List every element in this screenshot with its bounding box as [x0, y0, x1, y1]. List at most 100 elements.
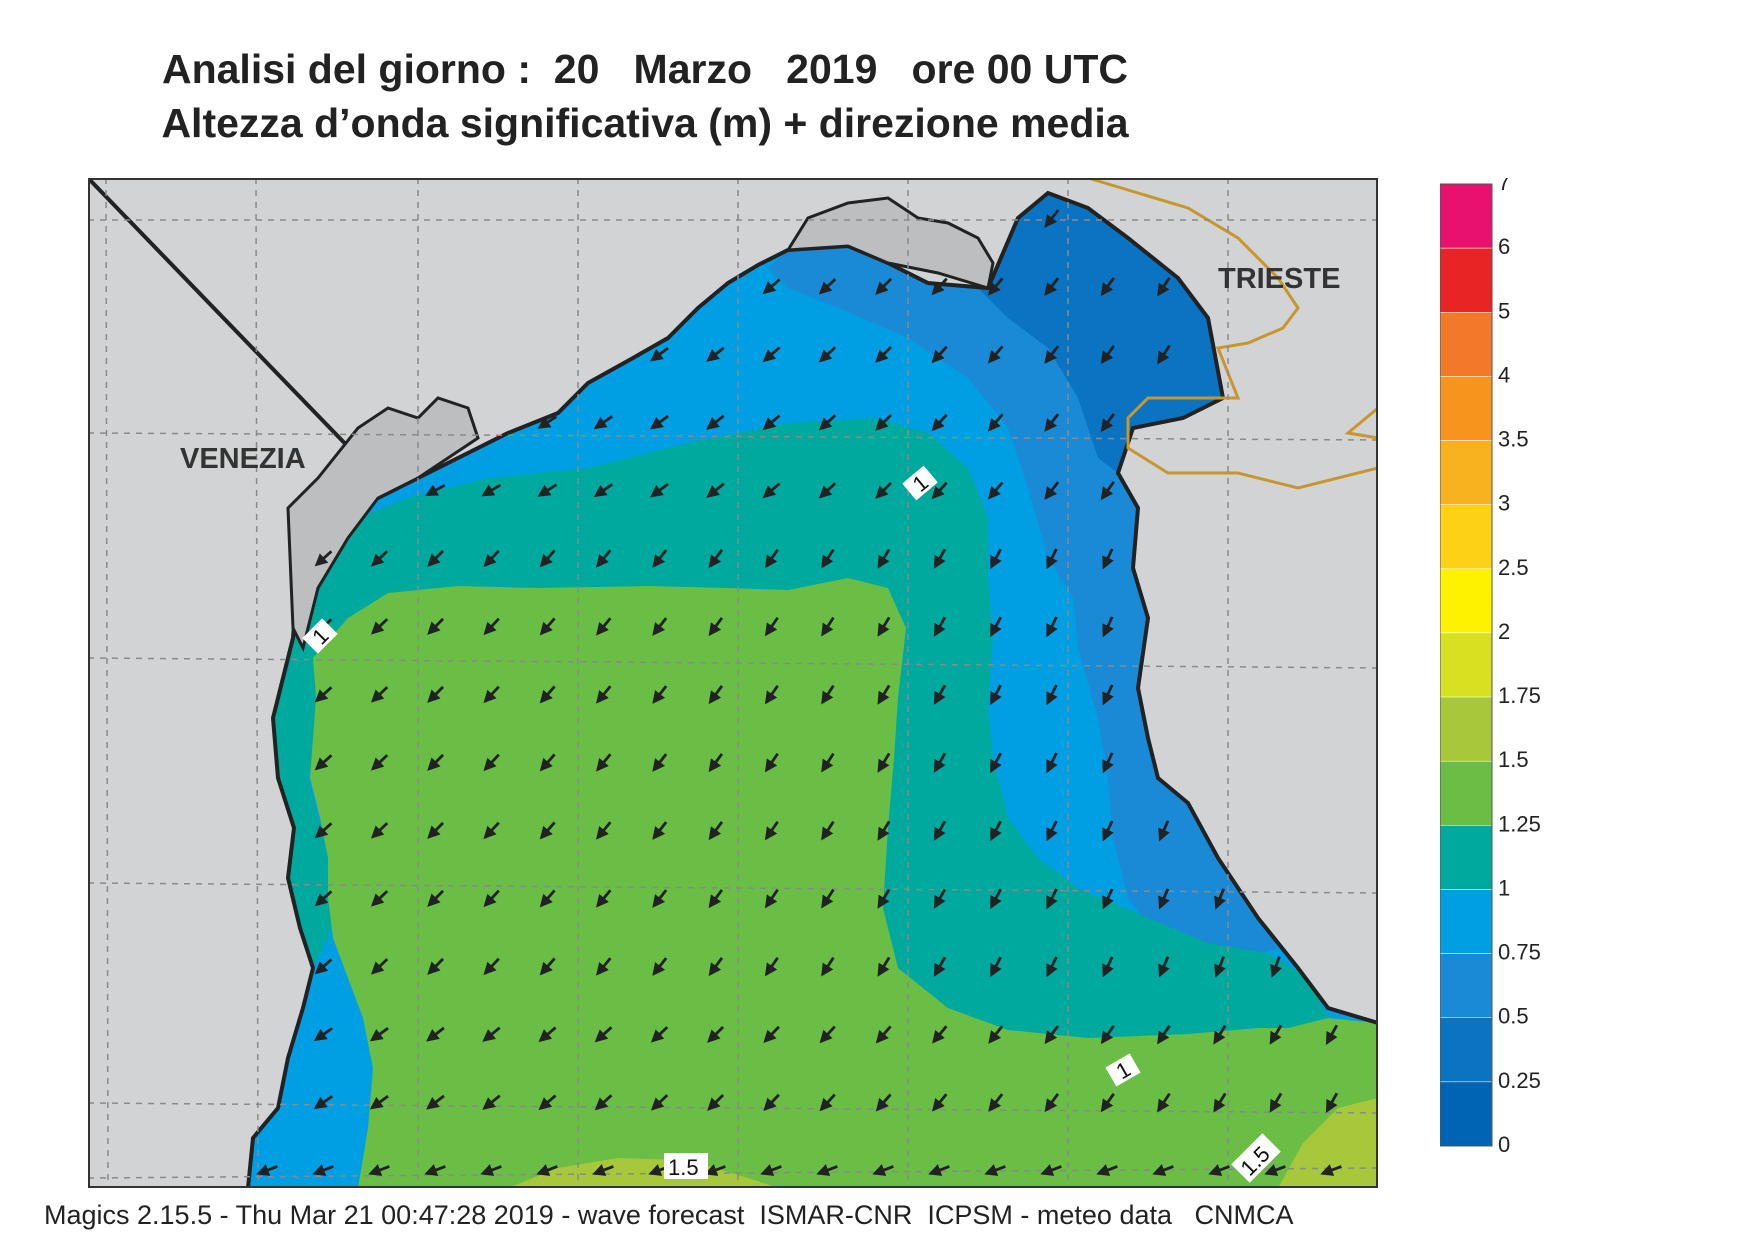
wave-direction-arrow	[652, 549, 668, 568]
contour-label-1c: 1	[1105, 1053, 1141, 1087]
wave-direction-arrow	[764, 548, 779, 569]
wave-direction-arrow	[1096, 1164, 1118, 1176]
wave-direction-arrow	[1100, 481, 1115, 501]
wave-direction-arrows	[256, 209, 1342, 1176]
wave-direction-arrow	[990, 752, 1002, 774]
wave-direction-arrow	[596, 549, 612, 568]
wave-direction-arrow	[483, 685, 500, 704]
wave-direction-arrow	[537, 483, 558, 497]
wave-direction-arrow	[1100, 1092, 1115, 1113]
legend-swatch	[1440, 825, 1493, 890]
wave-direction-arrow	[313, 1027, 333, 1042]
wave-direction-arrow	[370, 686, 389, 703]
wave-direction-arrow	[990, 820, 1002, 842]
wave-direction-arrow	[1157, 1092, 1171, 1113]
wave-direction-arrow	[1102, 888, 1114, 910]
wave-direction-arrow	[762, 414, 781, 431]
wave-direction-arrow	[482, 1094, 501, 1110]
venice-islands	[286, 396, 480, 653]
wave-direction-arrow	[1158, 956, 1170, 978]
legend-swatch	[1440, 632, 1493, 698]
wave-direction-arrow	[763, 1025, 780, 1044]
wave-direction-arrow	[314, 822, 333, 839]
wave-direction-arrow	[877, 956, 891, 977]
wave-direction-arrow	[1213, 1092, 1227, 1113]
wave-direction-arrow	[482, 1026, 501, 1042]
legend-outline	[1440, 183, 1493, 1147]
wave-direction-arrow	[987, 345, 1004, 364]
wave-direction-arrow	[764, 752, 779, 773]
wave-direction-arrow	[933, 752, 947, 773]
wave-direction-arrow	[933, 684, 947, 705]
wave-direction-arrow	[818, 278, 837, 295]
wave-direction-arrow	[596, 685, 612, 704]
wave-direction-arrow	[480, 1164, 502, 1176]
sea-1-1.25m	[273, 418, 1328, 1038]
wave-direction-arrow	[877, 684, 891, 705]
wave-direction-arrow	[1102, 684, 1114, 706]
wave-direction-arrow	[539, 549, 556, 568]
wave-direction-arrow	[818, 346, 837, 363]
wave-direction-arrow	[427, 753, 445, 771]
wave-direction-arrow	[877, 752, 891, 773]
wave-direction-arrow	[928, 1164, 950, 1176]
legend-tick-label: 0	[1498, 1132, 1510, 1157]
wave-direction-arrow	[1102, 548, 1114, 570]
wave-direction-arrow	[483, 617, 500, 636]
wave-direction-arrow	[1046, 888, 1058, 910]
wave-direction-arrow	[483, 889, 500, 908]
wave-direction-arrow	[593, 483, 614, 498]
legend-tick-label: 4	[1498, 362, 1510, 387]
wave-direction-arrow	[1325, 1024, 1339, 1045]
legend-swatch	[1440, 1017, 1493, 1083]
legend-tick-label: 0.25	[1498, 1068, 1541, 1093]
wave-direction-arrow	[875, 345, 893, 363]
wave-direction-arrow	[988, 1093, 1004, 1112]
wave-direction-arrow	[1044, 209, 1060, 228]
wave-direction-arrow	[1320, 1164, 1342, 1176]
wave-direction-arrow	[652, 889, 668, 908]
wave-direction-arrow	[652, 617, 668, 636]
wave-direction-arrow	[1152, 1164, 1174, 1176]
legend-tick-label: 1	[1498, 875, 1510, 900]
wave-direction-arrow	[875, 481, 893, 499]
legend-tick-label: 6	[1498, 234, 1510, 259]
wave-direction-arrow	[933, 956, 947, 977]
wave-direction-arrow	[708, 821, 724, 841]
contour-label-1b: 1	[302, 618, 338, 654]
legend-swatch	[1440, 696, 1493, 762]
wave-direction-arrow	[369, 1094, 389, 1110]
wave-direction-arrow	[539, 617, 556, 636]
wave-direction-arrow	[483, 753, 500, 772]
wave-direction-arrow	[1157, 1024, 1171, 1045]
wave-direction-arrow	[819, 1025, 836, 1044]
map-subtitle: Altezza d’onda significativa (m) + direz…	[161, 100, 1129, 146]
wave-direction-arrow	[818, 482, 837, 499]
wave-direction-arrow	[1100, 1024, 1115, 1045]
color-legend: 7 6 5 4 3.5 3 2.5 2 1.75 1.5 1.25 1 0.75 0.5 0.25 0	[1440, 178, 1541, 1157]
wave-direction-arrow	[1046, 820, 1058, 842]
wave-direction-arrow	[1269, 1024, 1283, 1045]
wave-direction-arrow	[596, 821, 612, 840]
legend-tick-label: 5	[1498, 298, 1510, 323]
wave-direction-arrow	[764, 888, 779, 909]
wave-direction-arrow	[762, 278, 781, 295]
wave-direction-arrow	[313, 1095, 333, 1110]
wave-direction-arrow	[370, 822, 389, 839]
wave-direction-arrow	[1044, 345, 1060, 364]
coastline-north	[294, 190, 1378, 1025]
wave-direction-arrow	[931, 481, 948, 500]
legend-tick-label: 2	[1498, 619, 1510, 644]
wave-direction-arrow	[1046, 752, 1058, 774]
wave-direction-arrow	[707, 1025, 725, 1043]
wave-direction-arrow	[931, 413, 948, 432]
wave-direction-arrow	[877, 616, 891, 637]
wave-direction-arrow	[875, 413, 893, 431]
wave-direction-arrow	[652, 753, 668, 772]
label-trieste: TRIESTE	[1218, 263, 1340, 295]
wave-direction-arrow	[816, 1164, 838, 1176]
wave-direction-arrow	[369, 1026, 389, 1042]
legend-swatch	[1440, 440, 1493, 505]
legend-swatch	[1440, 504, 1493, 570]
wave-direction-arrow	[1044, 413, 1060, 432]
